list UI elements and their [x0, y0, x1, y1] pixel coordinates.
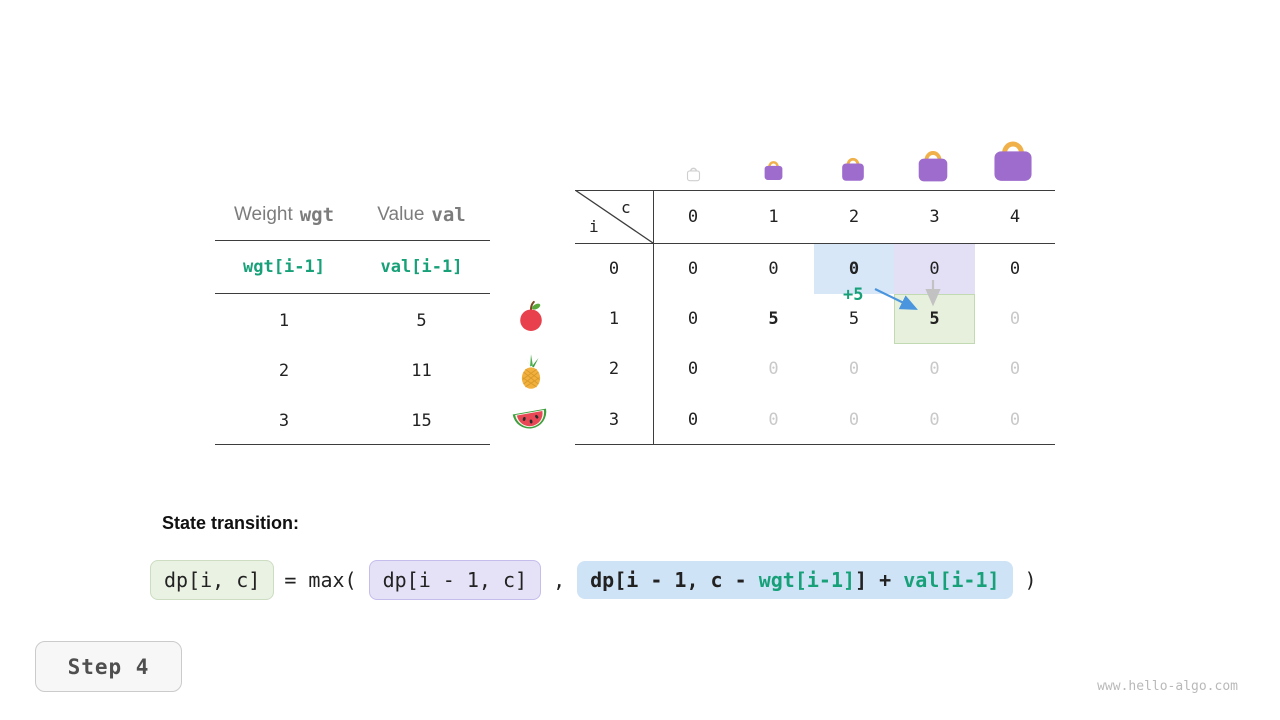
- dp-cell-highlight-source: 0: [814, 243, 894, 294]
- weight-label: Weight: [233, 204, 293, 225]
- wgt-code-label: wgt: [299, 204, 335, 226]
- dp-cell: 0: [1009, 258, 1021, 279]
- formula-lhs-box: dp[i, c]: [150, 560, 275, 600]
- value-label: Value: [377, 204, 425, 225]
- dp-row-header: 0: [608, 258, 620, 279]
- value-column-header: Value val: [353, 190, 490, 240]
- dp-table-header-rule: [575, 243, 1055, 245]
- dp-col-header: 2: [848, 206, 860, 227]
- plus-five-annotation: +5: [843, 285, 864, 305]
- val-code-label: val: [431, 204, 466, 226]
- formula-eq-max: = max(: [284, 568, 357, 592]
- step-label: Step 4: [67, 654, 150, 679]
- transition-formula: dp[i, c] = max( dp[i - 1, c] , dp[i - 1,…: [150, 557, 1047, 603]
- dp-cell: 0: [1009, 309, 1021, 329]
- items-table: Weight wgt Value val wgt[i-1] val[i-1] 1 5…: [215, 190, 490, 446]
- apple-icon: [516, 300, 546, 332]
- dp-cell: 0: [768, 409, 779, 430]
- items-table-subheader-rule: [215, 293, 490, 295]
- state-transition-heading: State transition:: [162, 513, 300, 533]
- wgt-index-label: wgt[i-1]: [243, 257, 325, 277]
- watermelon-icon: [511, 405, 551, 437]
- item-value: 11: [411, 361, 432, 381]
- dp-row-header: 2: [608, 359, 620, 379]
- dp-cell: 0: [1009, 409, 1021, 430]
- dp-col-header: 3: [929, 206, 940, 227]
- dp-cell: 0: [848, 409, 860, 430]
- formula-val-code: val[i-1]: [903, 568, 1000, 592]
- bag-icon: [991, 135, 1035, 183]
- item-weight: 3: [278, 410, 290, 431]
- dp-col-header: 0: [687, 206, 699, 227]
- formula-comma: ,: [553, 568, 566, 592]
- dp-table-vertical-rule: [653, 190, 655, 445]
- dp-cell: 0: [848, 359, 860, 379]
- dp-table-top-rule: [575, 190, 1055, 192]
- bag-icon: [840, 154, 866, 182]
- dp-cell: 0: [687, 309, 699, 329]
- dp-cell: 0: [768, 258, 779, 279]
- dp-cell: 0: [929, 409, 940, 430]
- dp-cell: 0: [687, 409, 699, 430]
- dp-cell-highlight-current: 5: [894, 294, 975, 344]
- item-value: 15: [411, 410, 432, 431]
- dp-cell: 0: [929, 359, 940, 379]
- corner-i-label: i: [589, 217, 599, 236]
- item-weight: 2: [278, 361, 290, 381]
- pineapple-icon: [517, 354, 545, 390]
- weight-column-header: Weight wgt: [215, 190, 353, 240]
- dp-table: 0 0 0 0 0 0 5 5 5 0 0 0 0 0 0 0 0 0 0 0 …: [575, 190, 1055, 446]
- bag-icon: [763, 158, 784, 181]
- dp-cell: 0: [768, 359, 779, 379]
- formula-arg2-part1: dp[i - 1, c -: [590, 568, 759, 592]
- dp-col-header: 1: [768, 206, 779, 227]
- item-weight: 1: [278, 311, 290, 331]
- items-table-bottom-rule: [215, 444, 490, 446]
- bag-icon: [916, 146, 950, 183]
- dp-cell: 0: [687, 258, 699, 279]
- dp-cell-highlight-above: 0: [894, 243, 975, 294]
- dp-row-header: 1: [608, 309, 620, 329]
- dp-cell: 0: [687, 359, 699, 379]
- formula-arg2-part2: ] +: [855, 568, 904, 592]
- formula-wgt-code: wgt[i-1]: [758, 568, 856, 592]
- val-index-label: val[i-1]: [380, 257, 463, 277]
- dp-row-header: 3: [608, 409, 620, 430]
- formula-arg2-box: dp[i - 1, c - wgt[i-1]] + val[i-1]: [577, 561, 1013, 599]
- dp-cell: 0: [1009, 359, 1021, 379]
- corner-c-label: c: [621, 198, 631, 217]
- dp-col-header: 4: [1009, 206, 1021, 227]
- dp-table-bottom-rule: [575, 444, 1055, 446]
- formula-close-paren: ): [1024, 568, 1037, 592]
- step-badge: Step 4: [35, 641, 182, 692]
- formula-arg1-box: dp[i - 1, c]: [368, 560, 542, 600]
- corner-diagonal-line: [575, 190, 653, 243]
- watermark: www.hello-algo.com: [1097, 679, 1238, 694]
- dp-cell: 5: [848, 309, 860, 329]
- dp-cell: 5: [768, 309, 779, 329]
- items-table-header-rule: [215, 240, 490, 242]
- item-value: 5: [416, 311, 427, 331]
- bag-icon: [686, 165, 701, 182]
